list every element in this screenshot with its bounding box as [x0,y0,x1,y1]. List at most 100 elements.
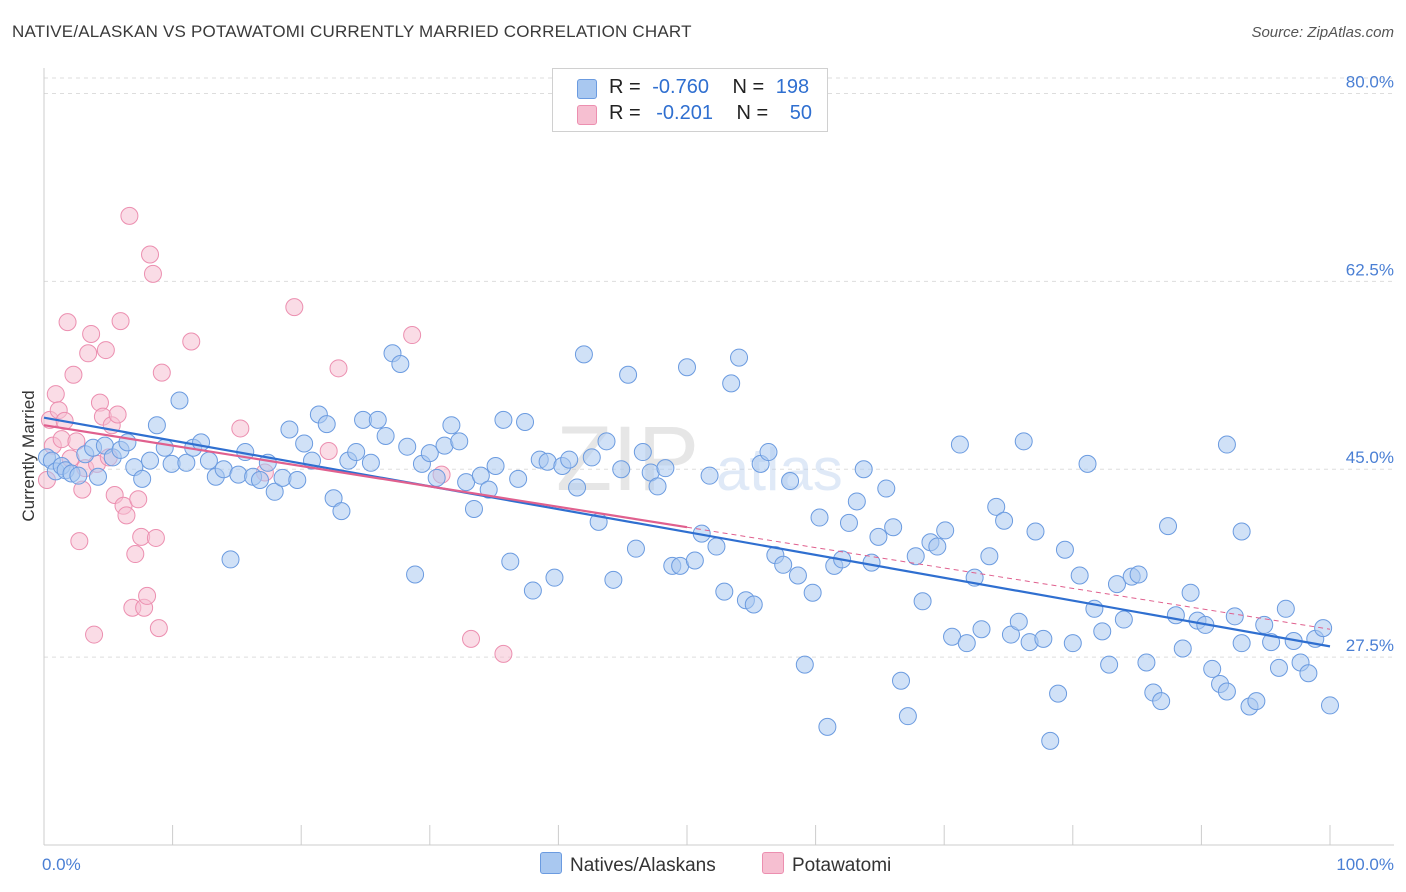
natives-point [1009,612,1028,631]
natives-point [730,348,749,367]
natives-point [597,432,616,451]
natives-point [221,550,240,569]
potawatomi-point [149,619,168,638]
natives-point [1232,634,1251,653]
natives-point [987,497,1006,516]
natives-point [1070,566,1089,585]
legend-r-label: R = [609,76,641,98]
trend-lines [43,416,1331,648]
natives-point [604,570,623,589]
natives-point [1173,639,1192,658]
natives-point [147,416,166,435]
source-label: Source: ZipAtlas.com [1251,24,1394,41]
y-tick-label: 45.0% [1346,448,1394,467]
natives-point [1014,432,1033,451]
potawatomi-point [67,432,86,451]
chart-title: NATIVE/ALASKAN VS POTAWATOMI CURRENTLY M… [12,22,692,41]
bottom-legend-label-natives: Natives/Alaskans [570,855,716,876]
potawatomi-point [138,586,157,605]
natives-point [1247,692,1266,711]
natives-point [619,365,638,384]
potawatomi-point [126,545,145,564]
natives-point [568,478,587,497]
bottom-legend-swatch-natives [540,852,562,874]
natives-point [1217,682,1236,701]
natives-point [406,565,425,584]
natives-point [295,434,314,453]
natives-point [494,410,513,429]
natives-point [582,448,601,467]
natives-point [995,511,1014,530]
legend-r-value: -0.760 [652,76,709,98]
natives-point [509,469,528,488]
natives-point [1114,610,1133,629]
natives-point [560,450,579,469]
natives-point [1159,517,1178,536]
natives-point [376,426,395,445]
natives-point [913,592,932,611]
legend-n-label: N = [732,76,765,98]
natives-point [898,707,917,726]
natives-point [980,547,999,566]
watermark: ZIP atlas [556,408,843,510]
x-tick-label-max: 100.0% [1336,855,1394,874]
natives-point [854,460,873,479]
natives-point [1100,655,1119,674]
natives-point [1255,615,1274,634]
potawatomi-point [111,312,130,331]
natives-point [170,391,189,410]
potawatomi-point [52,430,71,449]
natives-point [1225,607,1244,626]
natives-point [1129,565,1148,584]
potawatomi-point [403,326,422,345]
natives-point [280,420,299,439]
potawatomi-point [329,359,348,378]
natives-point [862,553,881,572]
natives-point [516,412,535,431]
bottom-legend-swatch-potawatomi [762,852,784,874]
natives-point [1055,540,1074,559]
natives-point [744,595,763,614]
natives-point [957,634,976,653]
natives-point [545,568,564,587]
natives-point [707,537,726,556]
natives-point [88,467,107,486]
natives-point [442,416,461,435]
natives-point [391,355,410,374]
natives-point [950,435,969,454]
natives-point [464,499,483,518]
natives-point [1203,659,1222,678]
natives-point [265,482,284,501]
natives-point [869,527,888,546]
natives-point [317,415,336,434]
natives-point [420,444,439,463]
potawatomi-point [129,490,148,509]
natives-point [1152,692,1171,711]
natives-point [972,620,991,639]
natives-point [1314,619,1333,638]
natives-point [847,492,866,511]
series-potawatomi-points [37,206,513,663]
natives-point [1063,634,1082,653]
natives-point [501,552,520,571]
potawatomi-point [46,385,65,404]
natives-point [361,453,380,472]
natives-point [803,583,822,602]
natives-point [368,410,387,429]
legend-n-value: 198 [775,76,810,98]
natives-point [759,443,778,462]
natives-point [626,539,645,558]
potawatomi-point [231,419,250,438]
bottom-legend-natives: Natives/Alaskans [540,852,716,877]
potawatomi-point [117,506,136,525]
natives-point [1299,664,1318,683]
potawatomi-point [285,298,304,317]
natives-point [774,555,793,574]
natives-point [839,513,858,532]
potawatomi-point [120,206,139,225]
natives-point [1321,696,1339,715]
natives-point [928,537,947,556]
x-tick-label-min: 0.0% [42,855,81,874]
legend-swatch-potawatomi [577,105,597,125]
